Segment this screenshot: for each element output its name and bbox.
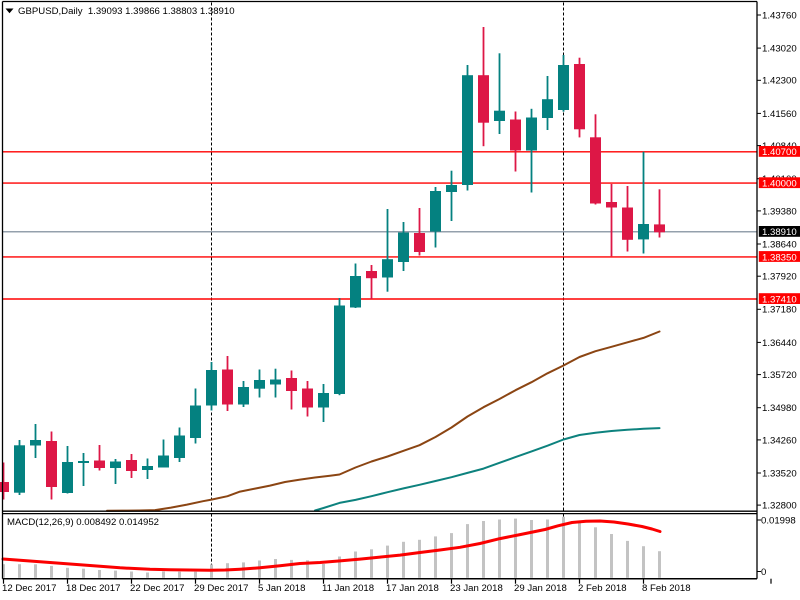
svg-text:0.01998: 0.01998 [761,515,796,526]
svg-text:1.37920: 1.37920 [762,272,797,283]
svg-text:18 Dec 2017: 18 Dec 2017 [66,583,120,594]
svg-text:1.40000: 1.40000 [762,179,797,190]
svg-text:22 Dec 2017: 22 Dec 2017 [130,583,184,594]
svg-text:2 Feb 2018: 2 Feb 2018 [578,583,627,594]
svg-text:1.38350: 1.38350 [762,252,797,263]
svg-text:29 Dec 2017: 29 Dec 2017 [194,583,248,594]
svg-text:0: 0 [761,567,766,578]
svg-text:1.42300: 1.42300 [762,76,797,87]
svg-text:17 Jan 2018: 17 Jan 2018 [386,583,439,594]
svg-text:12 Dec 2017: 12 Dec 2017 [2,583,56,594]
svg-text:5 Jan 2018: 5 Jan 2018 [258,583,305,594]
svg-text:1.43020: 1.43020 [762,44,797,55]
svg-text:1.39380: 1.39380 [762,206,797,217]
svg-text:1.37410: 1.37410 [762,294,797,305]
svg-text:1.38910: 1.38910 [762,227,797,238]
svg-text:29 Jan 2018: 29 Jan 2018 [514,583,567,594]
svg-text:23 Jan 2018: 23 Jan 2018 [450,583,503,594]
svg-text:MACD(12,26,9) 0.008492 0.01495: MACD(12,26,9) 0.008492 0.014952 [7,517,159,528]
svg-text:1.41560: 1.41560 [762,109,797,120]
svg-text:1.43760: 1.43760 [762,10,797,21]
svg-text:1.32800: 1.32800 [762,501,797,512]
svg-text:1.34260: 1.34260 [762,435,797,446]
svg-text:1.36440: 1.36440 [762,338,797,349]
svg-text:GBPUSD,Daily 1.39093 1.39866: GBPUSD,Daily 1.39093 1.39866 1.38803 1.3… [18,6,235,17]
svg-text:11 Jan 2018: 11 Jan 2018 [322,583,374,594]
svg-text:1.34980: 1.34980 [762,403,797,414]
svg-text:1.35720: 1.35720 [762,370,797,381]
svg-text:8 Feb 2018: 8 Feb 2018 [642,583,691,594]
svg-text:1.37180: 1.37180 [762,305,797,316]
svg-text:1.38640: 1.38640 [762,239,797,250]
svg-text:1.33520: 1.33520 [762,468,797,479]
svg-text:1.40700: 1.40700 [762,147,797,158]
